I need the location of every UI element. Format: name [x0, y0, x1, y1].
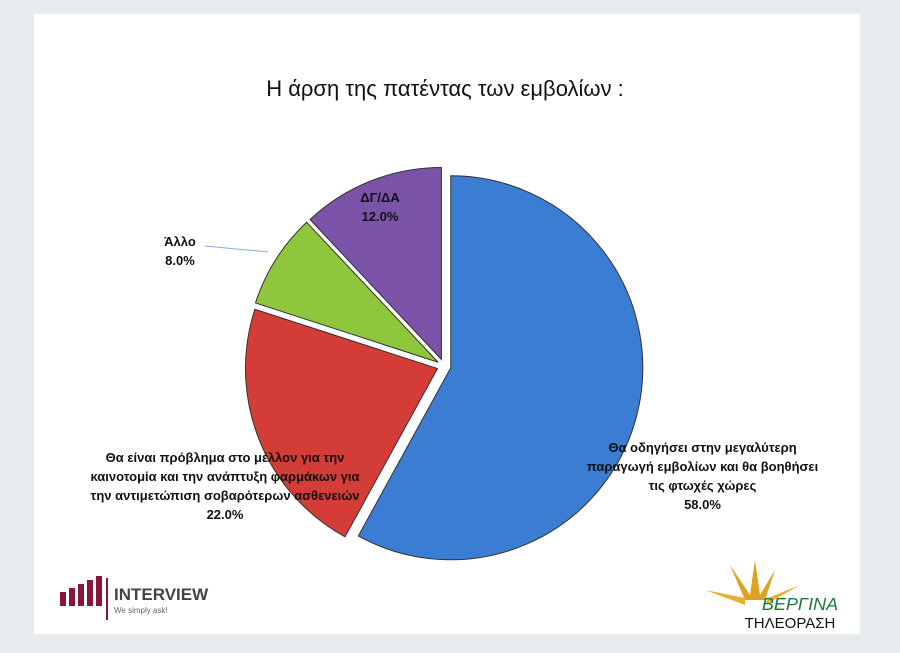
chart-title: Η άρση της πατέντας των εμβολίων : [266, 76, 624, 101]
logo-tagline: We simply ask! [114, 606, 168, 615]
logo-sub: ΤΗΛΕΟΡΑΣΗ [745, 615, 836, 632]
pie-slice [254, 221, 439, 363]
slice-label: Θα είναι πρόβλημα στο μέλλον για την και… [80, 448, 370, 524]
pie-slice [245, 308, 439, 538]
pie-slice [309, 166, 442, 361]
value-label: 12.0% [361, 209, 399, 224]
value-label: 58.0% [684, 497, 721, 512]
slice-label: Θα οδηγήσει στην μεγαλύτερη παραγωγή εμβ… [586, 440, 819, 512]
slice-label: Άλλο 8.0% [140, 232, 220, 270]
leader-line [204, 245, 269, 253]
slice-label: ΔΓ/ΔΑ 12.0% [335, 188, 425, 226]
value-label: 22.0% [206, 507, 244, 522]
logo-text: INTERVIEW [114, 585, 209, 604]
logo-text: ΒΕΡΓΙΝΑ [762, 594, 838, 614]
vergina-logo: ΒΕΡΓΙΝΑ ΤΗΛΕΟΡΑΣΗ [705, 560, 838, 632]
value-label: 8.0% [165, 253, 195, 268]
pie-slice [357, 175, 644, 561]
interview-logo: INTERVIEW We simply ask! [60, 576, 209, 620]
